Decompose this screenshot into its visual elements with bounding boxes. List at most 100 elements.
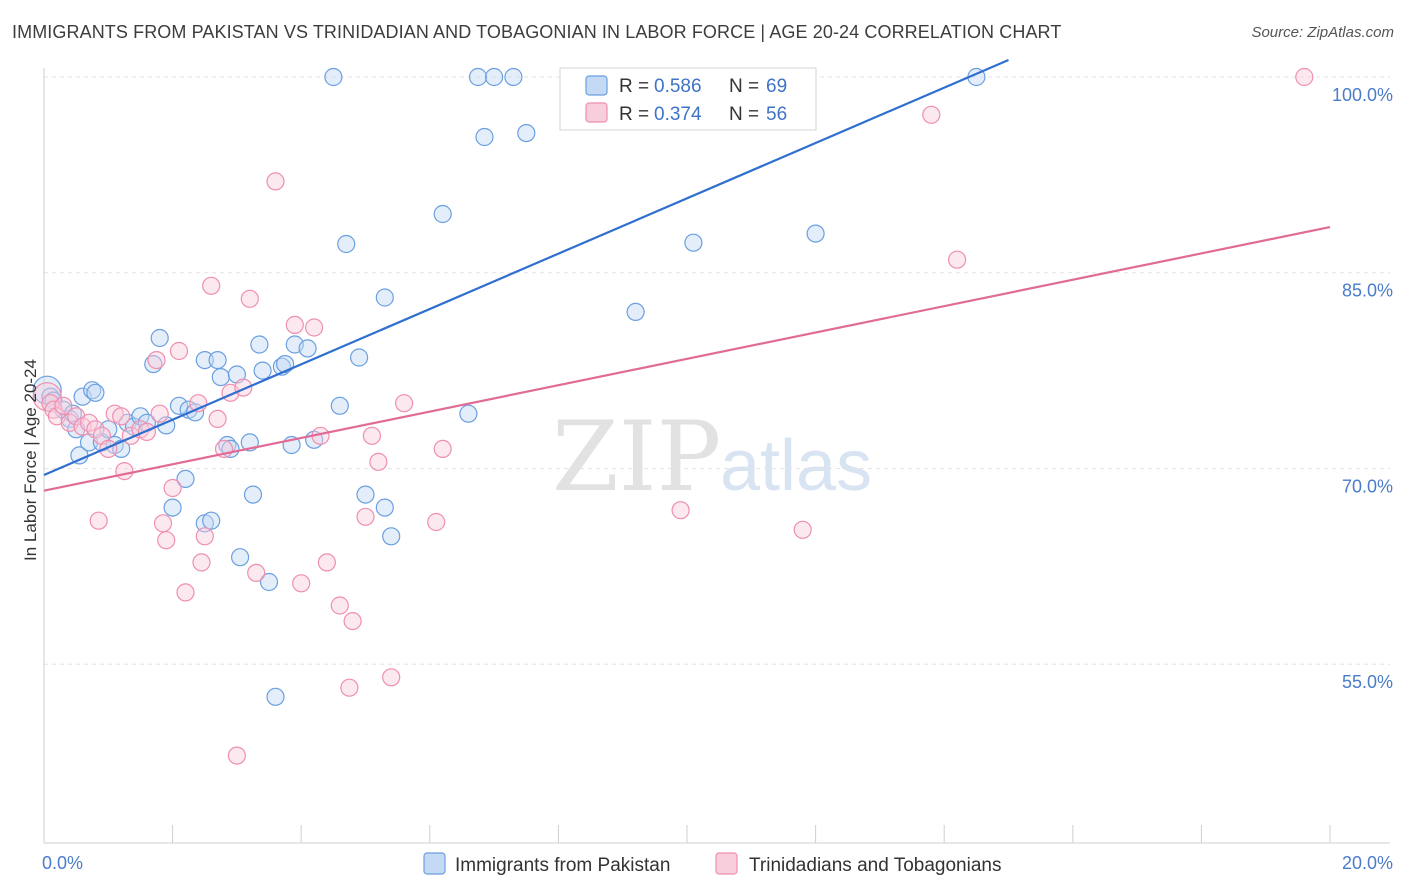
data-point-trinidad [89,511,108,530]
y-axis-label: In Labor Force | Age 20-24 [21,359,40,561]
data-point-trinidad [54,396,73,415]
data-point-trinidad [115,462,134,481]
data-point-trinidad [79,413,99,432]
data-point-pakistan [626,302,645,321]
data-points [32,67,1314,765]
legend-r-value-2: 0.374 [654,104,702,125]
grid [44,76,1390,665]
data-point-pakistan [298,339,317,358]
data-point-trinidad [671,501,690,520]
data-point-pakistan [259,572,279,592]
data-point-trinidad [150,404,169,423]
data-point-pakistan [485,67,504,87]
data-point-pakistan [253,361,272,380]
data-point-pakistan [231,548,250,567]
data-point-pakistan [169,396,189,415]
data-point-pakistan [330,396,349,415]
data-point-trinidad [86,420,105,439]
data-point-pakistan [163,498,182,517]
data-point-trinidad [1295,67,1314,87]
data-point-trinidad [340,678,359,697]
bottom-legend: Immigrants from Pakistan Trinidadians an… [423,852,1001,876]
legend-swatch-pakistan [585,75,608,96]
data-point-pakistan [250,335,269,354]
bottom-legend-swatch-pakistan [423,852,446,875]
data-point-trinidad [169,341,189,361]
x-tick-label: 0.0% [42,853,83,873]
data-point-pakistan [324,67,343,87]
y-tick-label: 55.0% [1342,672,1393,692]
data-point-trinidad [163,478,182,498]
data-point-pakistan [176,469,195,488]
data-point-trinidad [292,574,311,593]
data-point-trinidad [922,105,941,124]
data-point-pakistan [195,351,214,370]
axes: 55.0% 70.0% 85.0% 100.0% 0.0% 20.0% [42,68,1393,873]
data-point-pakistan [468,67,488,87]
y-tick-label: 70.0% [1342,476,1393,496]
bottom-legend-swatch-trinidad [715,852,738,875]
data-point-pakistan [337,234,356,254]
data-point-trinidad [176,583,195,602]
legend-n-label-1: N = [729,76,759,97]
data-point-pakistan [208,351,227,370]
data-point-pakistan [243,485,263,504]
data-point-trinidad [382,668,401,687]
data-point-trinidad [266,172,285,191]
data-point-trinidad [112,407,131,426]
data-point-trinidad [195,527,214,546]
data-point-trinidad [157,531,176,550]
data-point-pakistan [475,127,494,147]
legend-n-value-1: 69 [766,76,787,97]
data-point-trinidad [305,318,324,337]
trend-lines [43,58,1331,492]
data-point-pakistan [83,381,102,400]
data-point-trinidad [433,439,452,458]
legend-n-label-2: N = [729,104,759,125]
data-point-trinidad [317,553,336,572]
data-point-trinidad [356,507,375,526]
data-point-trinidad [369,452,388,471]
data-point-trinidad [395,394,414,413]
data-point-pakistan [276,355,295,374]
y-tick-label: 85.0% [1342,281,1393,301]
data-point-pakistan [504,67,523,87]
data-point-pakistan [684,233,703,252]
legend-n-value-2: 56 [766,104,787,125]
data-point-trinidad [202,276,221,295]
data-point-trinidad [427,512,446,532]
legend-swatch-trinidad [585,102,608,123]
watermark-zip: ZIP [552,401,721,513]
data-point-trinidad [192,553,211,572]
data-point-trinidad [362,426,381,445]
data-point-trinidad [330,596,349,615]
data-point-trinidad [240,289,259,308]
data-point-pakistan [433,204,452,224]
data-point-trinidad [947,250,967,269]
data-point-pakistan [806,224,825,243]
y-tick-label: 100.0% [1332,85,1393,105]
legend-r-label-2: R = [619,104,649,125]
data-point-trinidad [208,409,227,428]
data-point-pakistan [150,328,169,348]
data-point-pakistan [227,365,246,384]
trend-line-trinidad [43,225,1331,492]
bottom-legend-label-pakistan: Immigrants from Pakistan [455,855,670,876]
data-point-pakistan [99,420,118,439]
watermark-atlas: atlas [720,426,872,506]
data-point-trinidad [153,514,173,533]
data-point-pakistan [131,407,150,426]
data-point-trinidad [343,611,362,631]
data-point-pakistan [459,404,478,423]
legend: R = 0.586 N = 69 R = 0.374 N = 56 [559,67,817,131]
data-point-pakistan [375,288,394,307]
data-point-pakistan [517,124,536,143]
data-point-pakistan [266,687,285,706]
data-point-pakistan [382,527,401,546]
source-credit: Source: ZipAtlas.com [1251,24,1394,41]
data-point-trinidad [285,315,304,334]
data-point-pakistan [375,498,394,517]
x-tick-label: 20.0% [1342,853,1393,873]
data-point-pakistan [86,383,105,402]
